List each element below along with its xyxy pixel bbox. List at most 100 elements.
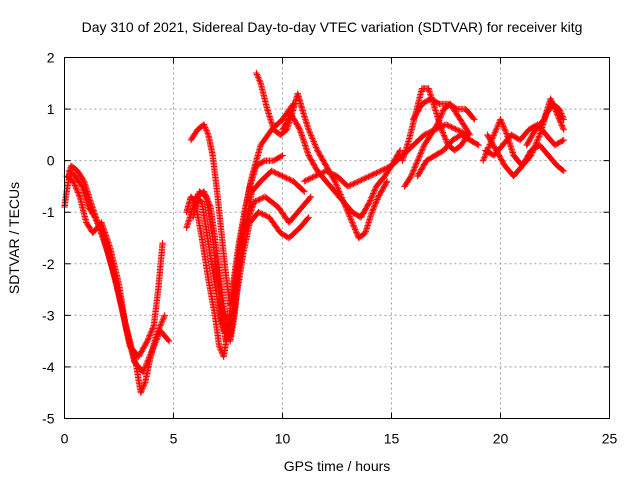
data-point [471, 116, 478, 123]
data-point [313, 145, 320, 153]
y-tick-label: -2 [42, 256, 55, 272]
data-point [359, 176, 367, 183]
data-point [148, 348, 155, 355]
data-point [552, 106, 559, 114]
data-point [369, 191, 376, 199]
data-point [311, 139, 318, 147]
data-point [269, 168, 277, 175]
axis-ticks: 0 5 10 15 20 25 -5 -4 -3 -2 -1 0 1 2 [42, 50, 617, 447]
data-point [440, 132, 448, 139]
data-point [71, 180, 78, 188]
data-point [413, 160, 420, 167]
data-point [369, 206, 377, 213]
data-point [140, 382, 148, 389]
data-point [374, 169, 382, 176]
data-point [331, 178, 339, 185]
data-point [533, 139, 540, 146]
data-point [137, 389, 144, 396]
data-point [309, 136, 317, 144]
data-point [145, 355, 152, 363]
data-point [301, 178, 308, 185]
data-point [492, 126, 500, 133]
data-point [256, 209, 264, 217]
data-point [283, 174, 290, 182]
data-point [344, 183, 352, 190]
data-point [152, 339, 159, 346]
data-point [450, 125, 458, 132]
data-point [253, 197, 261, 204]
data-point [345, 211, 353, 219]
data-point [160, 313, 168, 321]
data-point [501, 126, 508, 133]
data-point [260, 211, 268, 218]
data-point [558, 110, 565, 117]
data-point [497, 117, 505, 124]
data-point [347, 181, 354, 189]
data-point [348, 181, 356, 188]
data-point [549, 101, 557, 108]
data-point [313, 172, 320, 179]
data-point [371, 186, 379, 193]
data-point [142, 361, 150, 368]
data-point [346, 213, 353, 220]
data-point [417, 150, 424, 157]
data-point [317, 170, 324, 177]
data-point [148, 326, 156, 334]
data-point [534, 137, 541, 144]
data-point [141, 364, 149, 371]
data-point [147, 330, 154, 338]
series-8 [187, 121, 286, 309]
data-point [255, 196, 262, 204]
data-point [553, 111, 561, 118]
data-point [381, 165, 388, 173]
data-point [328, 170, 335, 177]
data-point [446, 123, 454, 130]
data-point [352, 179, 360, 186]
data-point [255, 74, 262, 81]
data-point [534, 136, 542, 143]
data-point [384, 164, 391, 171]
data-point [201, 189, 208, 197]
data-point [415, 154, 423, 162]
data-point [296, 125, 303, 132]
data-point [351, 224, 358, 232]
x-tick-label: 20 [493, 431, 509, 447]
data-point [200, 188, 208, 195]
data-point [559, 114, 567, 122]
data-point [559, 113, 566, 120]
data-point [366, 172, 373, 180]
data-point [287, 176, 294, 184]
data-point [204, 196, 211, 204]
y-tick-label: 2 [47, 50, 55, 66]
data-point [92, 215, 99, 223]
data-point [349, 220, 357, 228]
data-point [263, 212, 270, 220]
data-point [409, 168, 417, 176]
data-point [481, 153, 489, 160]
data-point [420, 143, 427, 150]
data-point [142, 362, 149, 370]
y-tick-label: -4 [42, 359, 55, 375]
x-tick-label: 10 [275, 431, 291, 447]
data-point [396, 148, 403, 155]
data-point [144, 357, 152, 364]
data-point [438, 111, 445, 118]
data-point [354, 178, 361, 186]
data-point [149, 345, 157, 352]
data-point [154, 334, 161, 342]
data-point [277, 172, 285, 179]
data-point [203, 127, 210, 134]
data-point [434, 119, 442, 127]
data-point [147, 349, 155, 357]
data-point [149, 346, 156, 354]
series-10 [279, 111, 404, 221]
series-3 [63, 172, 173, 376]
data-point [282, 174, 289, 181]
data-point [499, 120, 506, 127]
data-point [271, 169, 278, 176]
data-point [272, 169, 279, 177]
data-point [560, 126, 567, 133]
data-point [146, 352, 154, 360]
data-point [552, 108, 560, 115]
